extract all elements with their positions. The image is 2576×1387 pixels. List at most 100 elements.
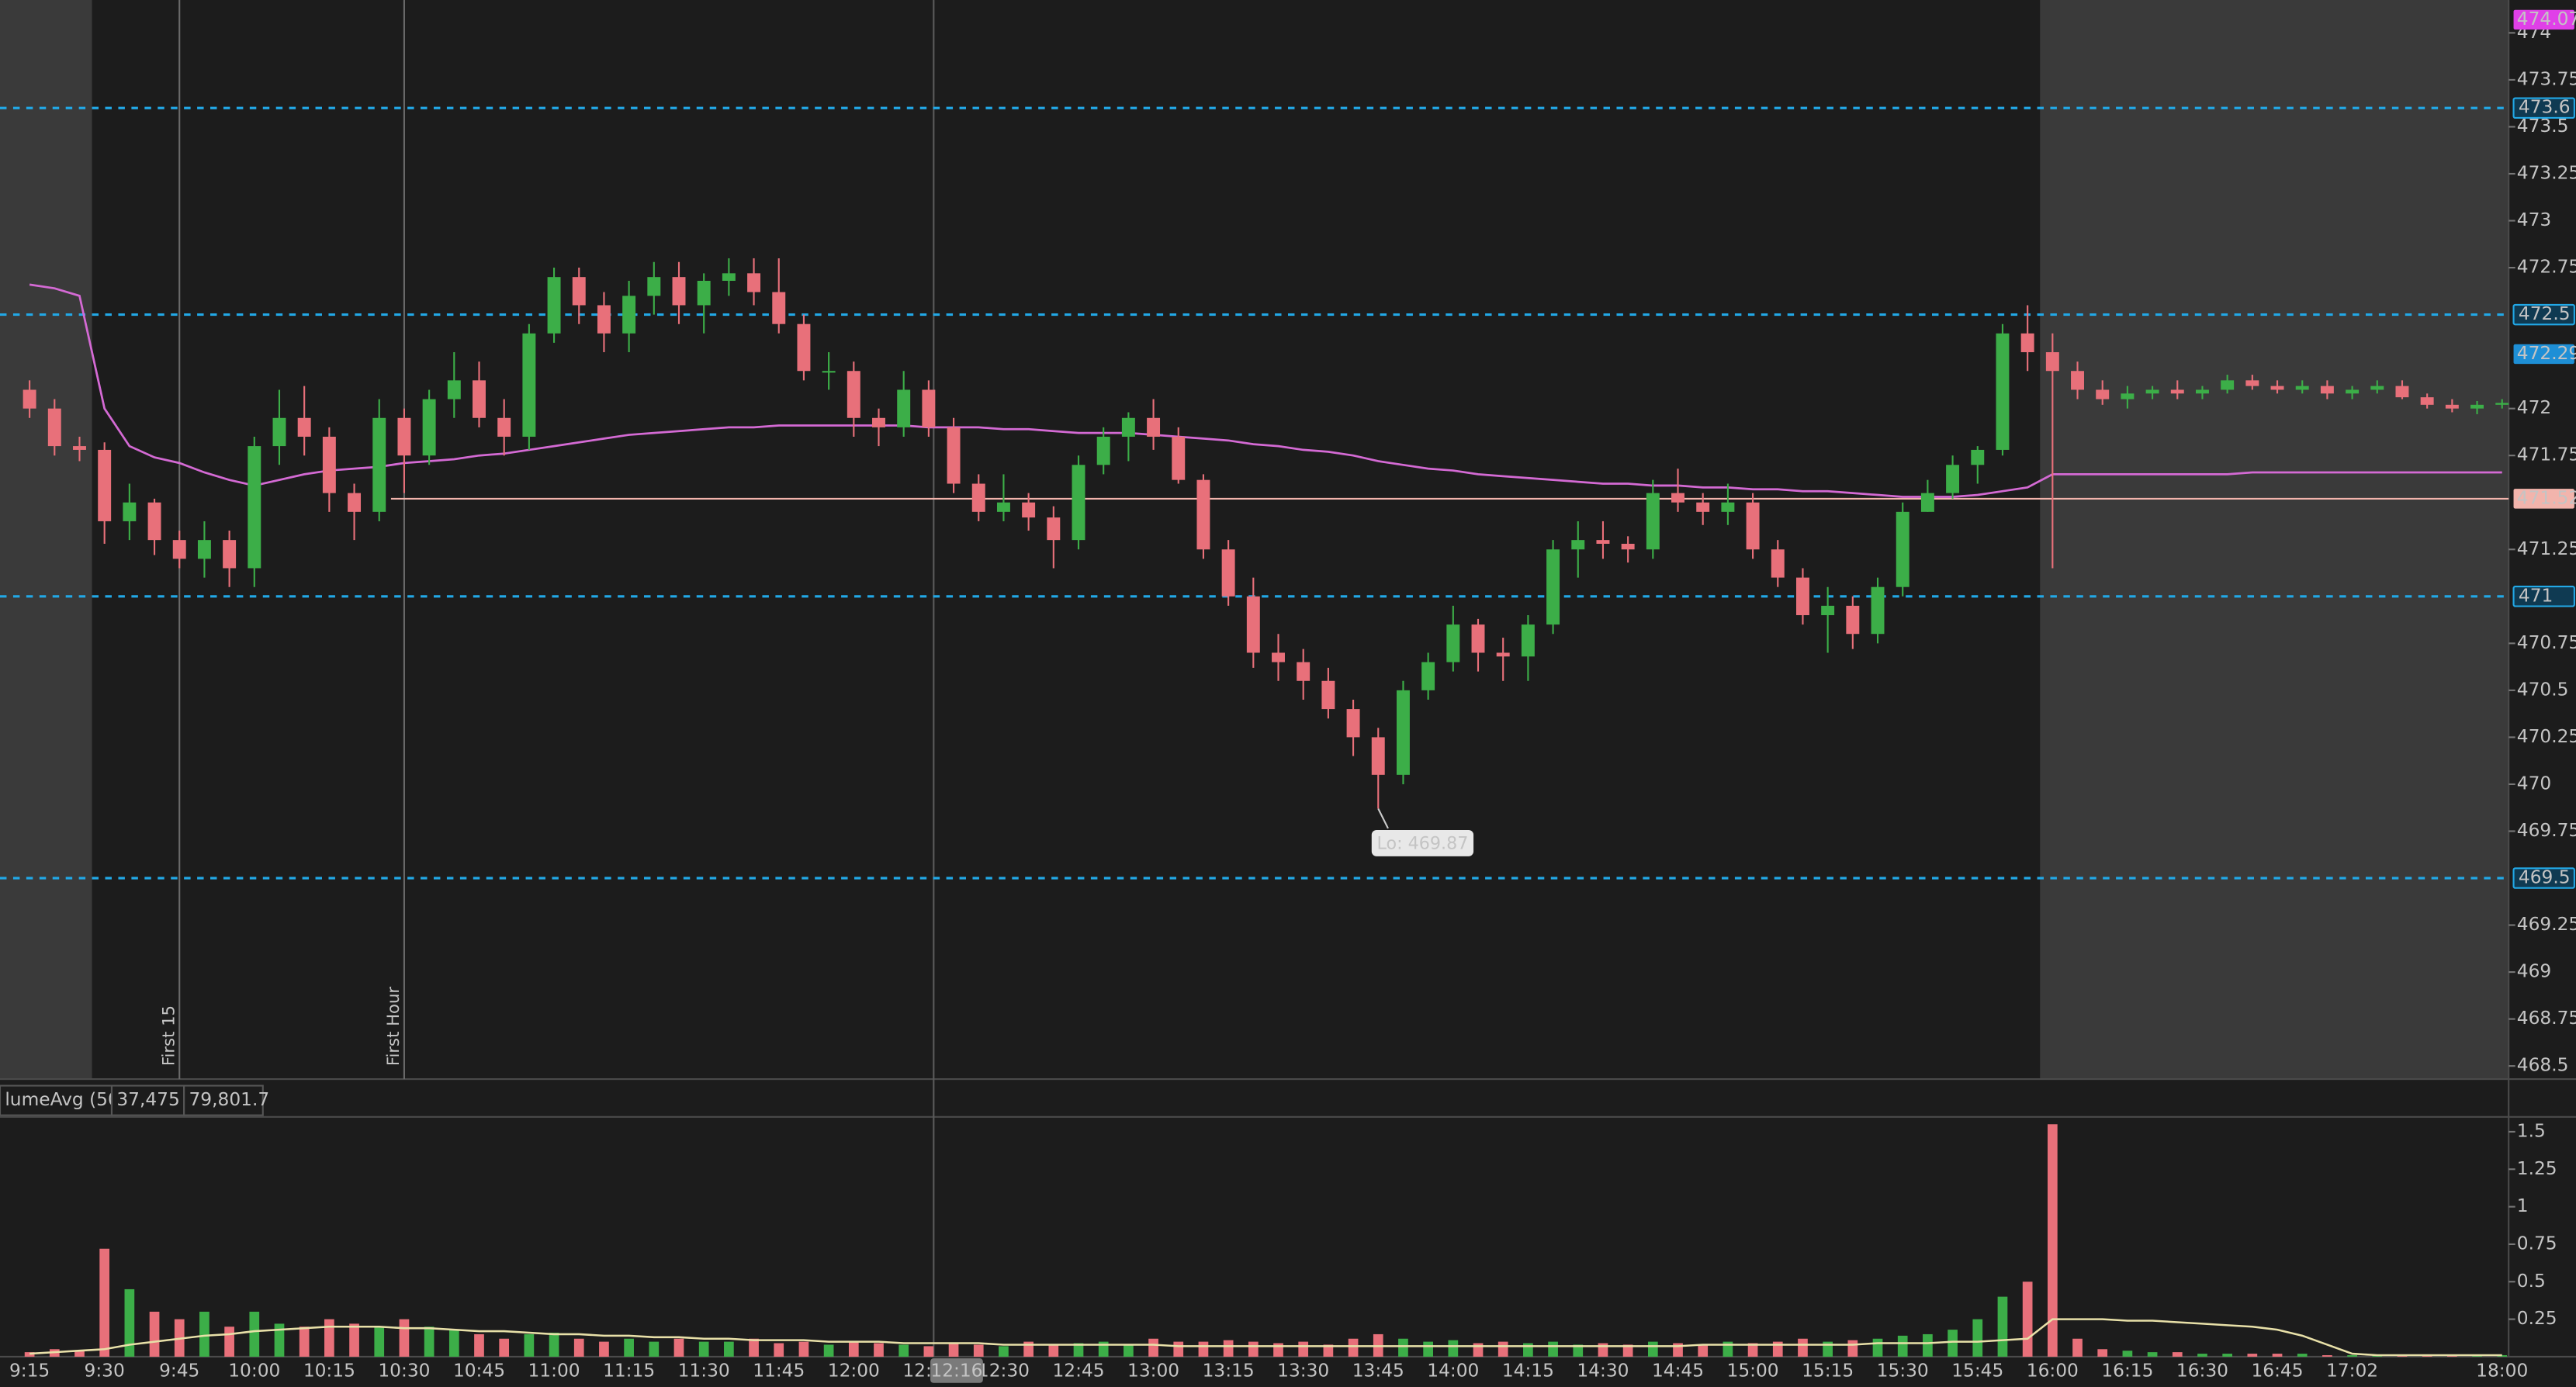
- candle-body: [2221, 380, 2235, 390]
- volume-bar: [499, 1338, 510, 1357]
- volume-bar: [99, 1248, 110, 1357]
- candle-body: [1196, 479, 1210, 550]
- candle-body: [1496, 652, 1510, 657]
- x-tick-label: 16:15: [2101, 1360, 2153, 1381]
- volume-bar: [1148, 1338, 1158, 1357]
- volume-bar: [923, 1346, 934, 1357]
- x-tick-label: 9:45: [159, 1360, 199, 1381]
- candle-body: [872, 417, 885, 427]
- candle-body: [947, 427, 961, 484]
- candle-body: [1896, 511, 1909, 587]
- volume-bar: [299, 1326, 310, 1357]
- candle-body: [2495, 403, 2509, 405]
- axis-marker-label: 474.07: [2517, 9, 2576, 29]
- candle-body: [223, 540, 237, 569]
- volume-bar: [624, 1338, 634, 1357]
- volume-bar: [1323, 1344, 1334, 1357]
- candle-body: [2420, 397, 2434, 405]
- candle-body: [2370, 386, 2384, 390]
- candle-body: [2045, 352, 2059, 372]
- volume-bar: [1798, 1338, 1808, 1357]
- premarket-shade: [0, 0, 92, 1080]
- y-tick-label: 468.5: [2517, 1055, 2569, 1076]
- x-tick-label: 15:15: [1802, 1360, 1854, 1381]
- cursor-time-box: [930, 1358, 983, 1383]
- y-tick-label: 470: [2517, 773, 2551, 794]
- level-label-box: [2512, 586, 2575, 607]
- volume-bar: [1997, 1296, 2008, 1357]
- volume-bar: [898, 1344, 909, 1357]
- candle-body: [697, 281, 711, 306]
- candle-body: [1746, 502, 1760, 550]
- volume-bar: [524, 1333, 535, 1357]
- price-line-box: [2513, 489, 2574, 509]
- candle-body: [1546, 549, 1560, 625]
- volume-bar: [1248, 1341, 1259, 1357]
- candle-body: [473, 380, 486, 418]
- session-marker-label: First Hour: [383, 987, 403, 1067]
- x-tick-label: 16:30: [2176, 1360, 2228, 1381]
- x-tick-label: 13:45: [1352, 1360, 1404, 1381]
- session-marker-label: First 15: [159, 1005, 178, 1066]
- x-tick-label: 9:30: [85, 1360, 125, 1381]
- candle-body: [1621, 543, 1635, 550]
- volume-bar: [1573, 1344, 1584, 1357]
- volume-bar: [724, 1341, 734, 1357]
- candle-body: [98, 449, 112, 521]
- study-header-text: lumeAvg (50): [5, 1089, 126, 1110]
- x-tick-label: 10:00: [228, 1360, 280, 1381]
- volume-bar: [2272, 1354, 2283, 1357]
- volume-bar: [1423, 1341, 1433, 1357]
- candle-body: [2096, 389, 2110, 399]
- candle-body: [1795, 577, 1809, 616]
- x-tick-label: 11:30: [678, 1360, 730, 1381]
- x-tick-label: 10:30: [378, 1360, 430, 1381]
- candle-body: [747, 273, 761, 292]
- candle-body: [622, 296, 636, 334]
- candle-body: [2195, 389, 2209, 394]
- candle-body: [772, 292, 786, 324]
- volume-bar: [1124, 1344, 1134, 1357]
- volume-bar: [2097, 1349, 2108, 1357]
- candle-body: [897, 389, 911, 427]
- cursor-time-label: 12:16: [930, 1360, 982, 1381]
- candle-body: [1471, 624, 1485, 653]
- volume-bar: [698, 1341, 709, 1357]
- volume-bar: [948, 1343, 959, 1357]
- volume-bar: [399, 1319, 410, 1357]
- y-tick-label: 472: [2517, 397, 2551, 418]
- candle-body: [1272, 652, 1285, 662]
- candle-body: [2071, 371, 2084, 390]
- candle-body: [1246, 596, 1260, 653]
- volume-bar: [448, 1330, 459, 1357]
- x-tick-label: 13:30: [1277, 1360, 1329, 1381]
- x-tick-label: 14:30: [1577, 1360, 1629, 1381]
- candle-body: [522, 333, 536, 437]
- candle-body: [647, 277, 661, 296]
- volume-bar: [1972, 1319, 1983, 1357]
- volume-bar: [749, 1338, 759, 1357]
- volume-bar: [1398, 1338, 1408, 1357]
- y-tick-label: 473.75: [2517, 68, 2576, 89]
- y-tick-label: 472.75: [2517, 257, 2576, 278]
- volume-bar: [573, 1338, 584, 1357]
- volume-bar: [798, 1341, 809, 1357]
- x-tick-label: 10:15: [303, 1360, 355, 1381]
- candle-body: [1072, 465, 1085, 541]
- candle-body: [971, 483, 985, 512]
- volume-bar: [2297, 1354, 2308, 1357]
- y-tick-label: 471.25: [2517, 538, 2576, 559]
- volume-bar: [149, 1311, 160, 1357]
- candle-body: [1022, 502, 1036, 518]
- volume-bar: [124, 1288, 135, 1357]
- candle-body: [422, 399, 436, 456]
- candle-body: [1821, 605, 1835, 616]
- volume-bar: [1698, 1344, 1709, 1357]
- candle-body: [1346, 709, 1360, 738]
- volume-bar: [774, 1343, 784, 1357]
- candle-body: [1297, 662, 1311, 681]
- volume-bar: [224, 1326, 234, 1357]
- axis-marker-label: 472.29: [2517, 343, 2576, 364]
- candle-body: [722, 273, 736, 282]
